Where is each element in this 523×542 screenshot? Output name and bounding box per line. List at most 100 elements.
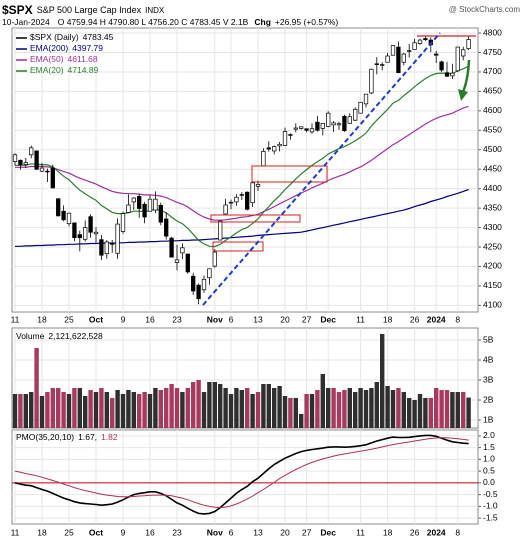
candle-body	[401, 53, 406, 63]
y-tick-label: 4200	[483, 261, 502, 271]
candle-body	[363, 93, 369, 105]
volume-bar	[228, 394, 234, 428]
y-tick-label: 4250	[483, 241, 502, 251]
volume-bar	[266, 384, 271, 428]
candle-body	[331, 122, 336, 126]
legend-text: $SPX (Daily)	[30, 32, 79, 42]
volume-bar	[72, 388, 77, 428]
candle-body	[390, 45, 396, 56]
candle-body	[358, 101, 363, 114]
volume-bar	[434, 388, 439, 428]
x-tick-label: 11	[356, 314, 365, 324]
volume-bar	[207, 382, 212, 428]
volume-bar	[380, 334, 385, 428]
candle-body	[304, 128, 309, 131]
arrow-head	[458, 89, 468, 101]
volume-bar	[336, 392, 342, 428]
x-tick-label: Nov	[207, 527, 223, 537]
x-tick-label: 11	[11, 527, 20, 537]
candle-body	[29, 147, 34, 156]
candle-body	[293, 127, 298, 130]
x-tick-label: 18	[37, 527, 47, 537]
volume-bar	[299, 414, 304, 428]
y-tick-label: -0.5	[483, 489, 498, 499]
candle-body	[245, 191, 250, 210]
candle-body	[423, 38, 428, 41]
x-tick-label: 23	[172, 314, 182, 324]
legend-entry: EMA(20) 4714.89	[30, 65, 99, 75]
volume-bar	[272, 388, 277, 428]
volume-bar	[455, 392, 460, 428]
candle-body	[461, 49, 466, 57]
legend-entry: $SPX (Daily) 4783.45	[30, 32, 114, 42]
y-tick-label: 4400	[483, 183, 502, 193]
volume-bar	[223, 388, 228, 428]
volume-bar	[180, 392, 185, 428]
volume-bar	[444, 390, 450, 428]
x-tick-label: 2024	[427, 314, 446, 324]
volume-bar	[18, 394, 23, 428]
y-tick-label: 4500	[483, 144, 502, 154]
candle-body	[434, 53, 439, 56]
candle-body	[18, 159, 23, 166]
trend-line	[202, 32, 441, 306]
volume-bar	[255, 392, 261, 428]
x-tick-label: 6	[229, 314, 234, 324]
arrow	[461, 59, 471, 93]
ema-line	[15, 65, 469, 248]
change-label: Chg	[254, 17, 271, 27]
gap-box	[251, 165, 328, 183]
volume-bar	[450, 392, 455, 428]
x-tick-label: 9	[121, 527, 126, 537]
volume-bar	[353, 392, 358, 428]
legend-text: 4783.45	[83, 32, 114, 42]
candle-body	[299, 126, 304, 129]
candle-body	[277, 143, 282, 147]
volume-bar	[147, 394, 153, 428]
x-tick-label: 9	[121, 314, 126, 324]
candle-body	[72, 222, 77, 239]
y-tick-label: 1B	[483, 414, 494, 424]
y-tick-label: -1.5	[483, 512, 498, 522]
candle-body	[174, 259, 180, 263]
candle-body	[169, 237, 174, 258]
x-tick-label: 20	[280, 314, 290, 324]
volume-bar	[363, 390, 369, 428]
x-tick-label: 26	[410, 314, 420, 324]
candle-body	[439, 61, 444, 71]
panel	[11, 27, 479, 313]
candle-body	[191, 275, 196, 292]
volume-bar	[77, 388, 82, 428]
candle-body	[185, 253, 190, 273]
candle-body	[23, 162, 28, 165]
x-tick-label: Oct	[89, 314, 103, 324]
candle-body	[77, 234, 82, 239]
legend-entry: EMA(50) 4611.68	[30, 54, 98, 64]
candle-body	[110, 243, 115, 245]
volume-bar	[461, 392, 466, 428]
legend-text: 2,121,622,528	[48, 331, 103, 341]
candle-body	[50, 167, 55, 189]
x-tick-label: Nov	[207, 314, 223, 324]
candle-body	[353, 108, 358, 121]
volume-bar	[50, 388, 55, 428]
x-tick-label: 8	[455, 527, 460, 537]
volume-bar	[88, 390, 93, 428]
y-tick-label: 4550	[483, 125, 502, 135]
volume-bar	[185, 388, 190, 428]
candle-body	[282, 131, 288, 146]
x-tick-label: 25	[64, 314, 74, 324]
candle-body	[412, 42, 417, 50]
x-tick-label: 16	[145, 314, 155, 324]
volume-bar	[342, 390, 347, 428]
candle-body	[223, 204, 228, 215]
legend-text: EMA(20)	[30, 65, 64, 75]
volume-bar	[45, 392, 50, 428]
candle-body	[180, 247, 185, 254]
candle-body	[266, 147, 271, 150]
candle-body	[147, 198, 153, 212]
candle-body	[272, 146, 277, 152]
x-tick-label: 27	[302, 314, 312, 324]
y-tick-label: 4B	[483, 354, 494, 364]
